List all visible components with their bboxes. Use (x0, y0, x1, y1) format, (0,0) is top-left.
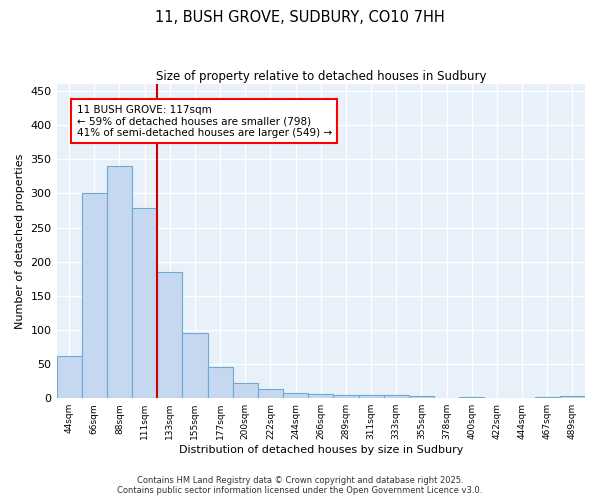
Bar (182, 334, 208, 398)
Bar (107, 166, 132, 398)
Text: 11 BUSH GROVE: 117sqm
← 59% of detached houses are smaller (798)
41% of semi-det: 11 BUSH GROVE: 117sqm ← 59% of detached … (77, 104, 332, 138)
Bar (409, 396, 434, 398)
Bar (82, 194, 107, 398)
Bar (157, 272, 182, 398)
Bar (334, 395, 359, 398)
Bar (459, 397, 484, 398)
Title: Size of property relative to detached houses in Sudbury: Size of property relative to detached ho… (155, 70, 486, 83)
Bar (283, 394, 308, 398)
Text: Contains HM Land Registry data © Crown copyright and database right 2025.
Contai: Contains HM Land Registry data © Crown c… (118, 476, 482, 495)
Bar (308, 394, 334, 398)
Bar (535, 397, 560, 398)
Bar (208, 368, 233, 398)
Bar (56, 356, 82, 398)
Bar (383, 396, 409, 398)
X-axis label: Distribution of detached houses by size in Sudbury: Distribution of detached houses by size … (179, 445, 463, 455)
Bar (233, 382, 258, 398)
Text: 11, BUSH GROVE, SUDBURY, CO10 7HH: 11, BUSH GROVE, SUDBURY, CO10 7HH (155, 10, 445, 25)
Y-axis label: Number of detached properties: Number of detached properties (15, 154, 25, 329)
Bar (359, 396, 383, 398)
Bar (560, 396, 585, 398)
Bar (258, 390, 283, 398)
Bar (132, 208, 157, 398)
